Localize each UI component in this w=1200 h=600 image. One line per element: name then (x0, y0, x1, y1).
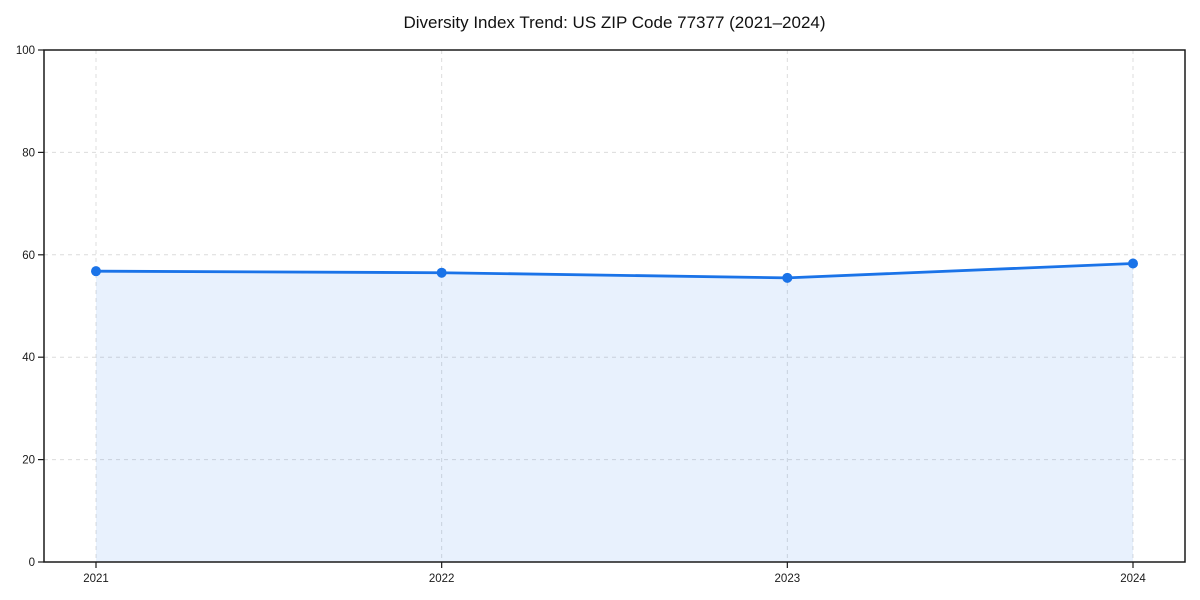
data-point-2022 (436, 267, 447, 278)
x-tick-label: 2023 (775, 573, 801, 585)
y-tick-label: 40 (22, 352, 35, 364)
area-fill (96, 263, 1133, 562)
trend-line (94, 262, 1135, 280)
data-points (91, 258, 1138, 283)
y-tick-label: 0 (29, 557, 35, 569)
x-tick-label: 2022 (429, 573, 455, 585)
x-tick-label: 2024 (1120, 573, 1146, 585)
y-tick-label: 20 (22, 455, 35, 467)
axis-ticks (38, 49, 1134, 568)
y-tick-label: 80 (22, 147, 35, 159)
data-point-2024 (1128, 258, 1138, 269)
data-point-2023 (782, 272, 793, 283)
axis-labels: 0 20 40 60 80 100 2021 2022 2023 2024 (16, 45, 1147, 585)
plot-border (43, 49, 1186, 563)
x-tick-label: 2021 (83, 573, 109, 585)
data-point-2021 (91, 266, 101, 277)
y-tick-label: 100 (16, 45, 35, 57)
y-tick-label: 60 (22, 250, 35, 262)
chart-title: Diversity Index Trend: US ZIP Code 77377… (403, 13, 826, 32)
